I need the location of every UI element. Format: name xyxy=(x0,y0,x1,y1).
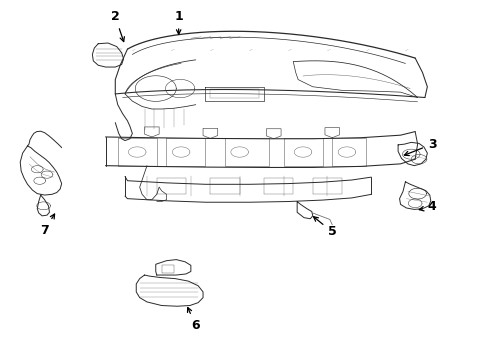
Text: 2: 2 xyxy=(111,10,124,41)
Text: 5: 5 xyxy=(313,217,336,238)
Text: 3: 3 xyxy=(404,138,436,156)
Text: 4: 4 xyxy=(418,201,436,213)
Text: 7: 7 xyxy=(40,214,55,237)
Text: 1: 1 xyxy=(174,10,183,34)
Text: 6: 6 xyxy=(187,307,200,332)
